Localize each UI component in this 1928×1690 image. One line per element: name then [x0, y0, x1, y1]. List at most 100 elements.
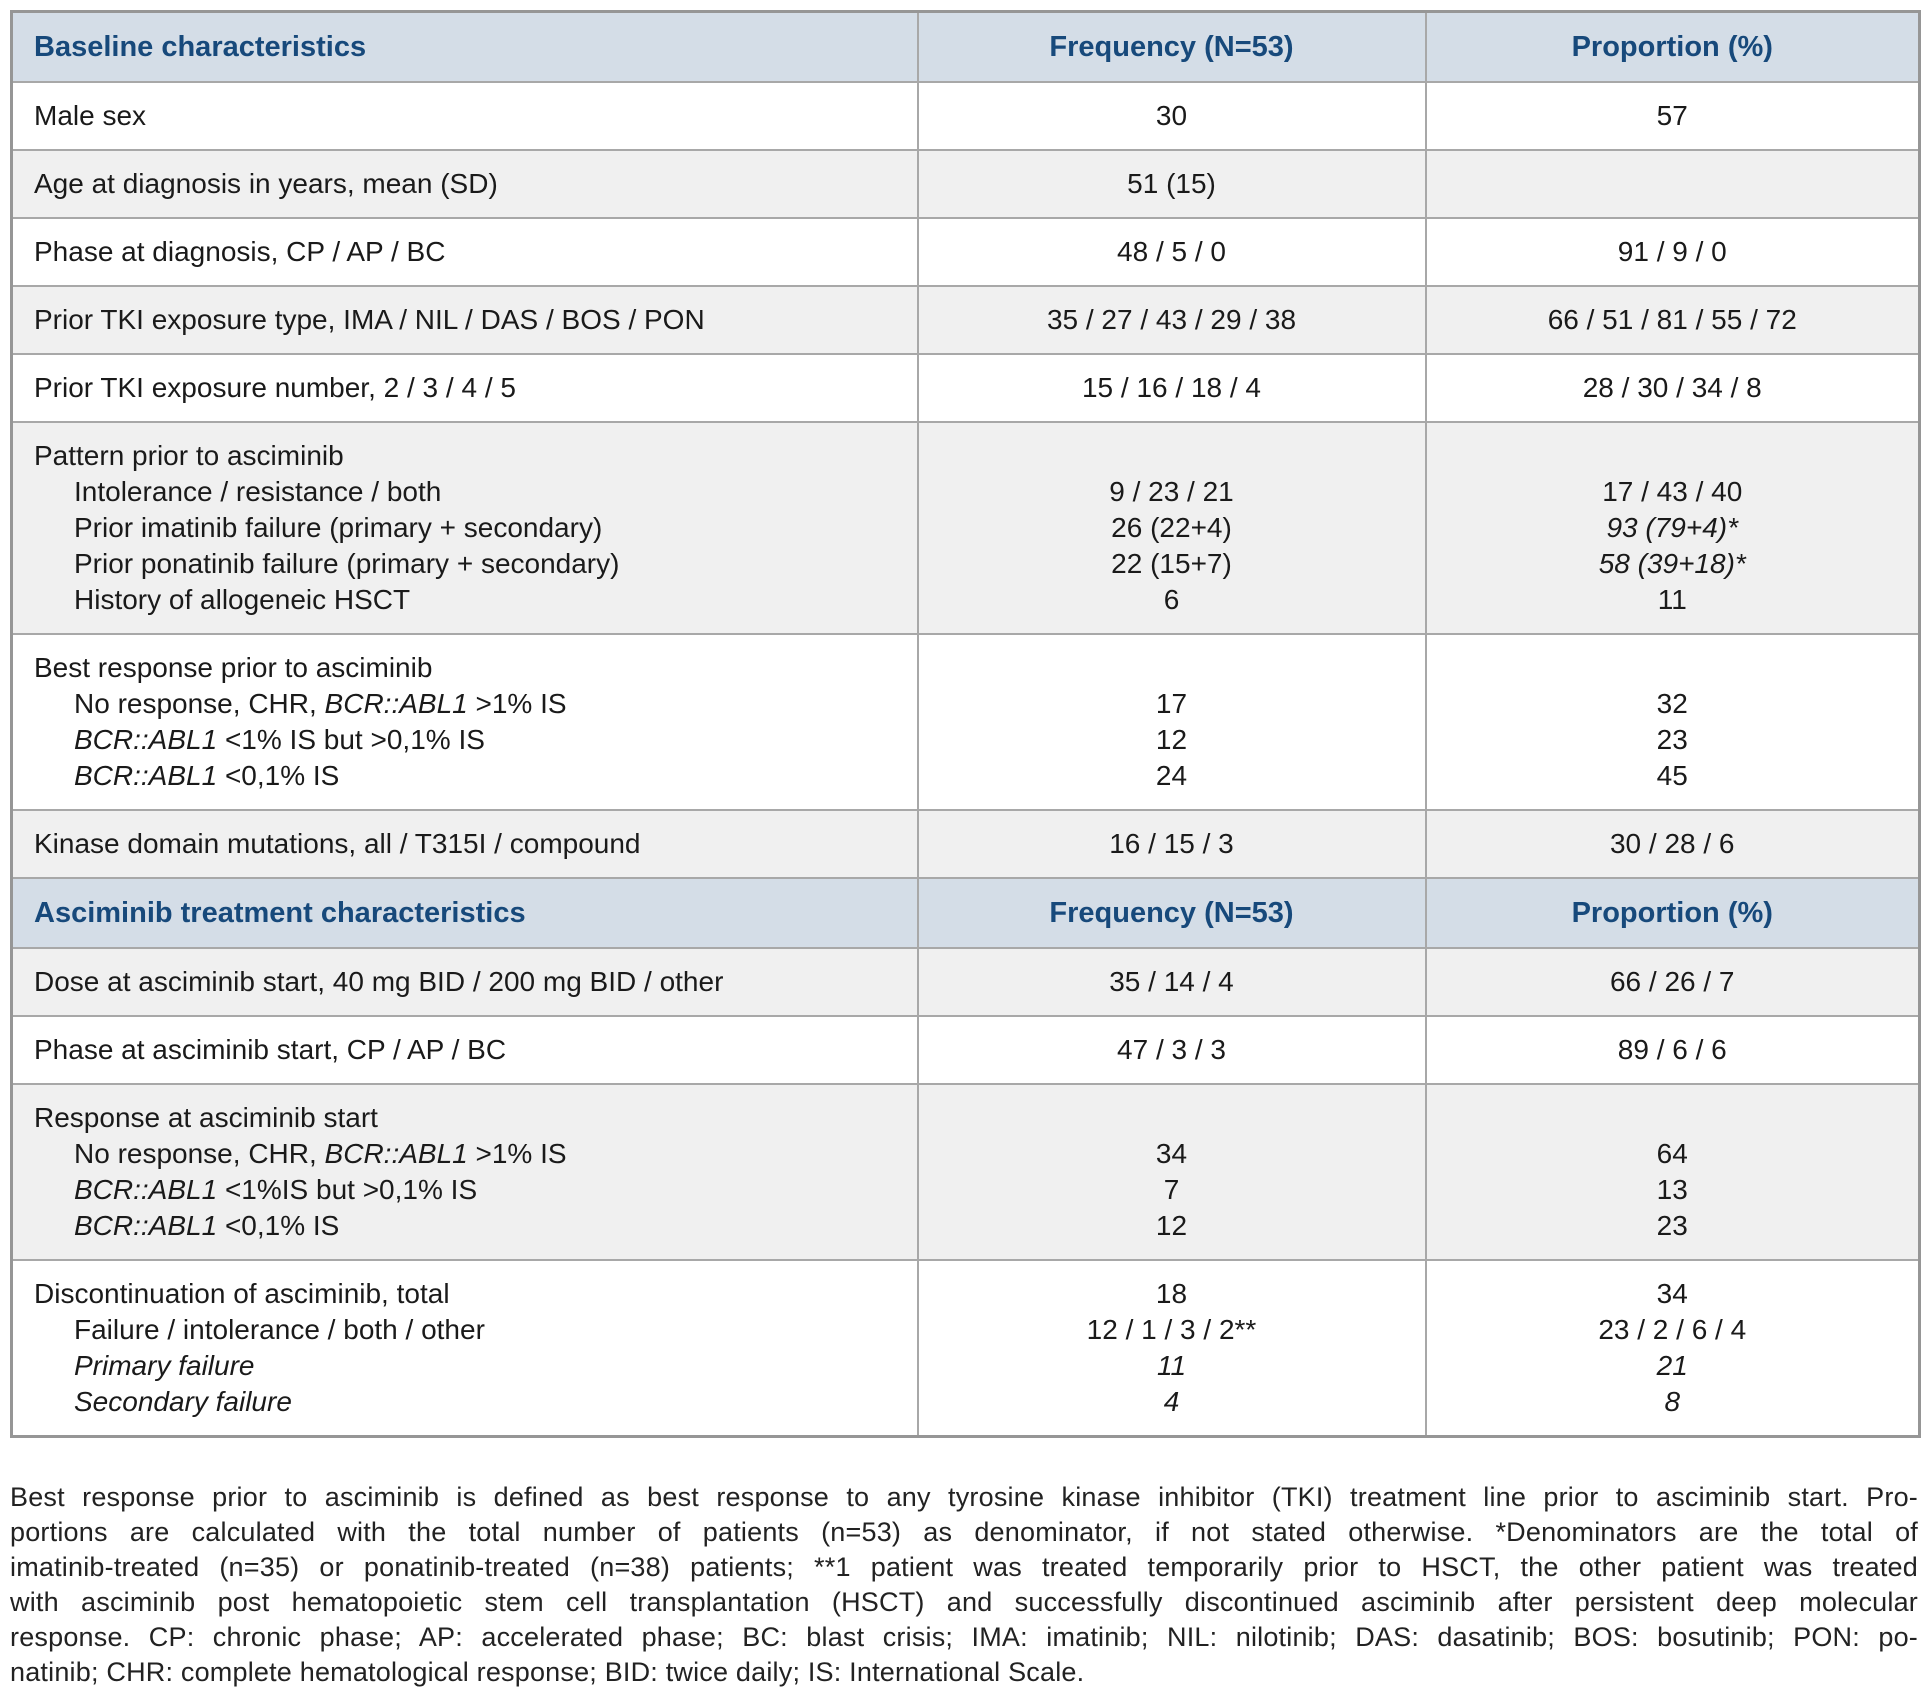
proportion-cell: 17 / 43 / 40 93 (79+4)* 58 (39+18)* 11 — [1424, 421, 1921, 635]
text-segment: BCR::ABL1 — [324, 688, 468, 719]
proportion-cell: 30 / 28 / 6 — [1424, 809, 1921, 879]
characteristics-table: Baseline characteristics Frequency (N=53)… — [10, 10, 1921, 1438]
text-segment: BCR::ABL1 — [74, 1174, 218, 1205]
text-segment: Prior imatinib failure (primary + second… — [74, 512, 603, 543]
text-segment: Best response prior to asciminib — [34, 652, 433, 683]
text-segment: Male sex — [34, 100, 147, 131]
footnote-line: natinib; CHR: complete hematological res… — [10, 1657, 1085, 1687]
text-segment: >1% IS — [467, 1138, 567, 1169]
value-line: 4 — [1163, 1386, 1180, 1417]
value-line: 51 (15) — [1127, 168, 1216, 199]
value-line: 93 (79+4)* — [1606, 512, 1739, 543]
text-segment: Age at diagnosis in years, mean (SD) — [34, 168, 498, 199]
text-segment: Intolerance / resistance / both — [74, 476, 442, 507]
proportion-cell: 32 23 45 — [1424, 633, 1921, 811]
value-line: 35 / 14 / 4 — [1109, 966, 1234, 997]
value-line: 66 / 51 / 81 / 55 / 72 — [1547, 304, 1797, 335]
row-label-cell: Best response prior to asciminib No respo… — [10, 633, 919, 811]
table-row: Phase at diagnosis, CP / AP / BC 48 / 5 /… — [10, 217, 1921, 287]
frequency-cell: 18 12 / 1 / 3 / 2** 11 4 — [916, 1259, 1427, 1438]
row-label-cell: Dose at asciminib start, 40 mg BID / 200… — [10, 947, 919, 1017]
text-segment: No response, CHR, — [74, 688, 325, 719]
column-header-proportion: Proportion (%) — [1424, 877, 1921, 949]
row-label-line: BCR::ABL1 <1%IS but >0,1% IS — [34, 1172, 901, 1208]
row-label-line: BCR::ABL1 <0,1% IS — [34, 1208, 901, 1244]
column-header-frequency: Frequency (N=53) — [916, 10, 1427, 83]
value-line: 48 / 5 / 0 — [1117, 236, 1226, 267]
footnote-line: response. CP: chronic phase; AP: acceler… — [10, 1622, 1918, 1652]
value-line: 47 / 3 / 3 — [1117, 1034, 1226, 1065]
frequency-cell: 15 / 16 / 18 / 4 — [916, 353, 1427, 423]
value-line: 15 / 16 / 18 / 4 — [1081, 372, 1262, 403]
row-label-line: Dose at asciminib start, 40 mg BID / 200… — [34, 964, 901, 1000]
footnote-line: with asciminib post hematopoietic stem c… — [10, 1587, 1918, 1617]
text-segment: History of allogeneic HSCT — [74, 584, 411, 615]
row-label-line: Phase at asciminib start, CP / AP / BC — [34, 1032, 901, 1068]
frequency-cell: 34 7 12 — [916, 1083, 1427, 1261]
column-header-proportion: Proportion (%) — [1424, 10, 1921, 83]
value-line: 26 (22+4) — [1111, 512, 1232, 543]
row-label-line: Primary failure — [34, 1348, 901, 1384]
value-line — [1437, 1100, 1909, 1136]
value-line: 13 — [1656, 1174, 1688, 1205]
row-label-line: Intolerance / resistance / both — [34, 474, 901, 510]
proportion-cell: 89 / 6 / 6 — [1424, 1015, 1921, 1085]
row-label-line: Secondary failure — [34, 1384, 901, 1420]
text-segment: No response, CHR, — [74, 1138, 325, 1169]
value-line: 34 — [1155, 1138, 1188, 1169]
row-label-cell: Discontinuation of asciminib, total Failu… — [10, 1259, 919, 1438]
row-label-line: Prior ponatinib failure (primary + secon… — [34, 546, 901, 582]
text-segment: Discontinuation of asciminib, total — [34, 1278, 450, 1309]
text-segment: <1%IS but >0,1% IS — [217, 1174, 478, 1205]
value-line: 58 (39+18)* — [1598, 548, 1746, 579]
row-label-cell: Phase at asciminib start, CP / AP / BC — [10, 1015, 919, 1085]
text-segment: BCR::ABL1 — [324, 1138, 468, 1169]
row-label-line: Pattern prior to asciminib — [34, 438, 901, 474]
section-header-row: Baseline characteristics Frequency (N=53)… — [10, 10, 1921, 83]
row-label-line: No response, CHR, BCR::ABL1 >1% IS — [34, 686, 901, 722]
value-line: 24 — [1155, 760, 1188, 791]
frequency-cell: 30 — [916, 81, 1427, 151]
frequency-cell: 35 / 14 / 4 — [916, 947, 1427, 1017]
value-line — [1437, 166, 1909, 202]
frequency-cell: 9 / 23 / 21 26 (22+4) 22 (15+7) 6 — [916, 421, 1427, 635]
table-row: Phase at asciminib start, CP / AP / BC 47… — [10, 1015, 1921, 1085]
value-line: 28 / 30 / 34 / 8 — [1582, 372, 1762, 403]
row-label-line: BCR::ABL1 <0,1% IS — [34, 758, 901, 794]
table-row: Male sex 30 57 — [10, 81, 1921, 151]
value-line: 18 — [1155, 1278, 1188, 1309]
value-line — [929, 438, 1415, 474]
frequency-cell: 16 / 15 / 3 — [916, 809, 1427, 879]
table-row: Prior TKI exposure type, IMA / NIL / DAS… — [10, 285, 1921, 355]
value-line: 32 — [1656, 688, 1688, 719]
text-segment: Response at asciminib start — [34, 1102, 378, 1133]
row-label-line: Prior TKI exposure number, 2 / 3 / 4 / 5 — [34, 370, 901, 406]
value-line: 22 (15+7) — [1111, 548, 1232, 579]
row-label-line: Age at diagnosis in years, mean (SD) — [34, 166, 901, 202]
value-line: 66 / 26 / 7 — [1609, 966, 1735, 997]
text-segment: BCR::ABL1 — [74, 1210, 218, 1241]
row-label-cell: Pattern prior to asciminib Intolerance / … — [10, 421, 919, 635]
row-label-line: Response at asciminib start — [34, 1100, 901, 1136]
table-row: Response at asciminib start No response, … — [10, 1083, 1921, 1261]
text-segment: <0,1% IS — [217, 760, 340, 791]
value-line: 8 — [1664, 1386, 1681, 1417]
row-label-line: History of allogeneic HSCT — [34, 582, 901, 618]
value-line: 17 — [1155, 688, 1188, 719]
footnote: Best response prior to asciminib is defi… — [10, 1480, 1918, 1690]
text-segment: <0,1% IS — [217, 1210, 340, 1241]
text-segment: Primary failure — [74, 1350, 255, 1381]
value-line: 11 — [1657, 584, 1687, 615]
text-segment: Prior ponatinib failure (primary + secon… — [74, 548, 620, 579]
row-label-cell: Phase at diagnosis, CP / AP / BC — [10, 217, 919, 287]
table-row: Kinase domain mutations, all / T315I / c… — [10, 809, 1921, 879]
characteristics-table-body: Baseline characteristics Frequency (N=53)… — [10, 10, 1921, 1438]
value-line: 16 / 15 / 3 — [1109, 828, 1234, 859]
section-header-row: Asciminib treatment characteristics Frequ… — [10, 877, 1921, 949]
value-line: 89 / 6 / 6 — [1617, 1034, 1727, 1065]
frequency-cell: 51 (15) — [916, 149, 1427, 219]
frequency-cell: 35 / 27 / 43 / 29 / 38 — [916, 285, 1427, 355]
text-segment: Failure / intolerance / both / other — [74, 1314, 485, 1345]
row-label-line: Kinase domain mutations, all / T315I / c… — [34, 826, 901, 862]
text-segment: Phase at diagnosis, CP / AP / BC — [34, 236, 446, 267]
